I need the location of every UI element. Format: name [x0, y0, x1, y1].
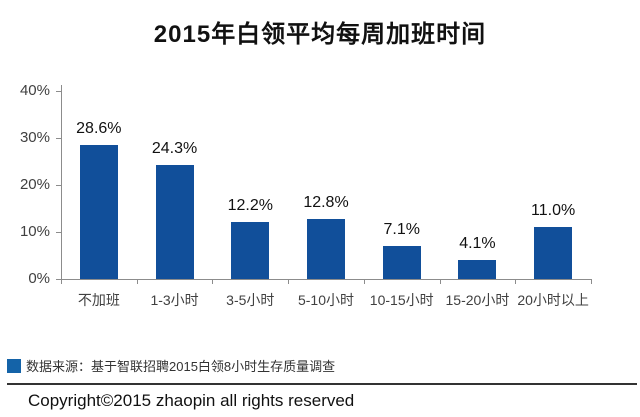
- y-axis-tick: [56, 185, 61, 186]
- page-title: 2015年白领平均每周加班时间: [153, 21, 487, 48]
- divider-line: [7, 383, 637, 385]
- copyright-text: Copyright©2015 zhaopin all rights reserv…: [28, 391, 355, 410]
- bar: [155, 164, 194, 279]
- y-axis-label: 30%: [19, 129, 50, 146]
- x-axis-tick: [515, 279, 517, 284]
- bar: [231, 221, 270, 279]
- x-axis-label: 不加班: [77, 292, 120, 308]
- bar: [458, 259, 497, 279]
- bar-value-label: 12.8%: [303, 193, 349, 211]
- bar-value-label: 12.2%: [227, 196, 273, 214]
- y-axis-tick: [56, 232, 61, 233]
- x-axis-tick: [288, 279, 290, 284]
- bar: [534, 227, 573, 279]
- x-axis-label: 3-5小时: [226, 292, 275, 308]
- y-axis-label: 20%: [19, 176, 50, 193]
- bar-value-label: 7.1%: [383, 220, 420, 238]
- x-axis-label: 10-15小时: [369, 292, 434, 308]
- bar: [307, 218, 345, 279]
- x-axis-tick: [363, 279, 365, 284]
- x-axis-label: 1-3小时: [150, 292, 199, 308]
- bar: [79, 144, 118, 279]
- y-axis-tick: [56, 91, 61, 92]
- legend-square-icon: [7, 359, 21, 373]
- bar-value-label: 11.0%: [531, 202, 576, 220]
- x-axis-label: 5-10小时: [297, 292, 355, 308]
- bar-value-label: 24.3%: [151, 139, 198, 157]
- y-axis-label: 40%: [19, 82, 50, 99]
- x-axis-label: 15-20小时: [445, 292, 510, 308]
- y-axis-label: 0%: [28, 270, 50, 287]
- y-axis-line: [61, 85, 62, 284]
- y-axis-tick: [56, 279, 61, 280]
- x-axis-line: [61, 279, 592, 280]
- bar-value-label: 4.1%: [459, 234, 496, 252]
- bar-value-label: 28.6%: [76, 119, 122, 137]
- y-axis-label: 10%: [19, 223, 50, 240]
- x-axis-label: 20小时以上: [517, 292, 589, 308]
- x-axis-tick: [212, 279, 214, 284]
- source-note: 数据来源：基于智联招聘2015白领8小时生存质量调查: [26, 359, 336, 374]
- x-axis-tick: [439, 279, 441, 284]
- x-axis-tick: [591, 279, 592, 284]
- bar: [382, 245, 421, 279]
- y-axis-tick: [56, 138, 61, 139]
- x-axis-tick: [136, 279, 138, 284]
